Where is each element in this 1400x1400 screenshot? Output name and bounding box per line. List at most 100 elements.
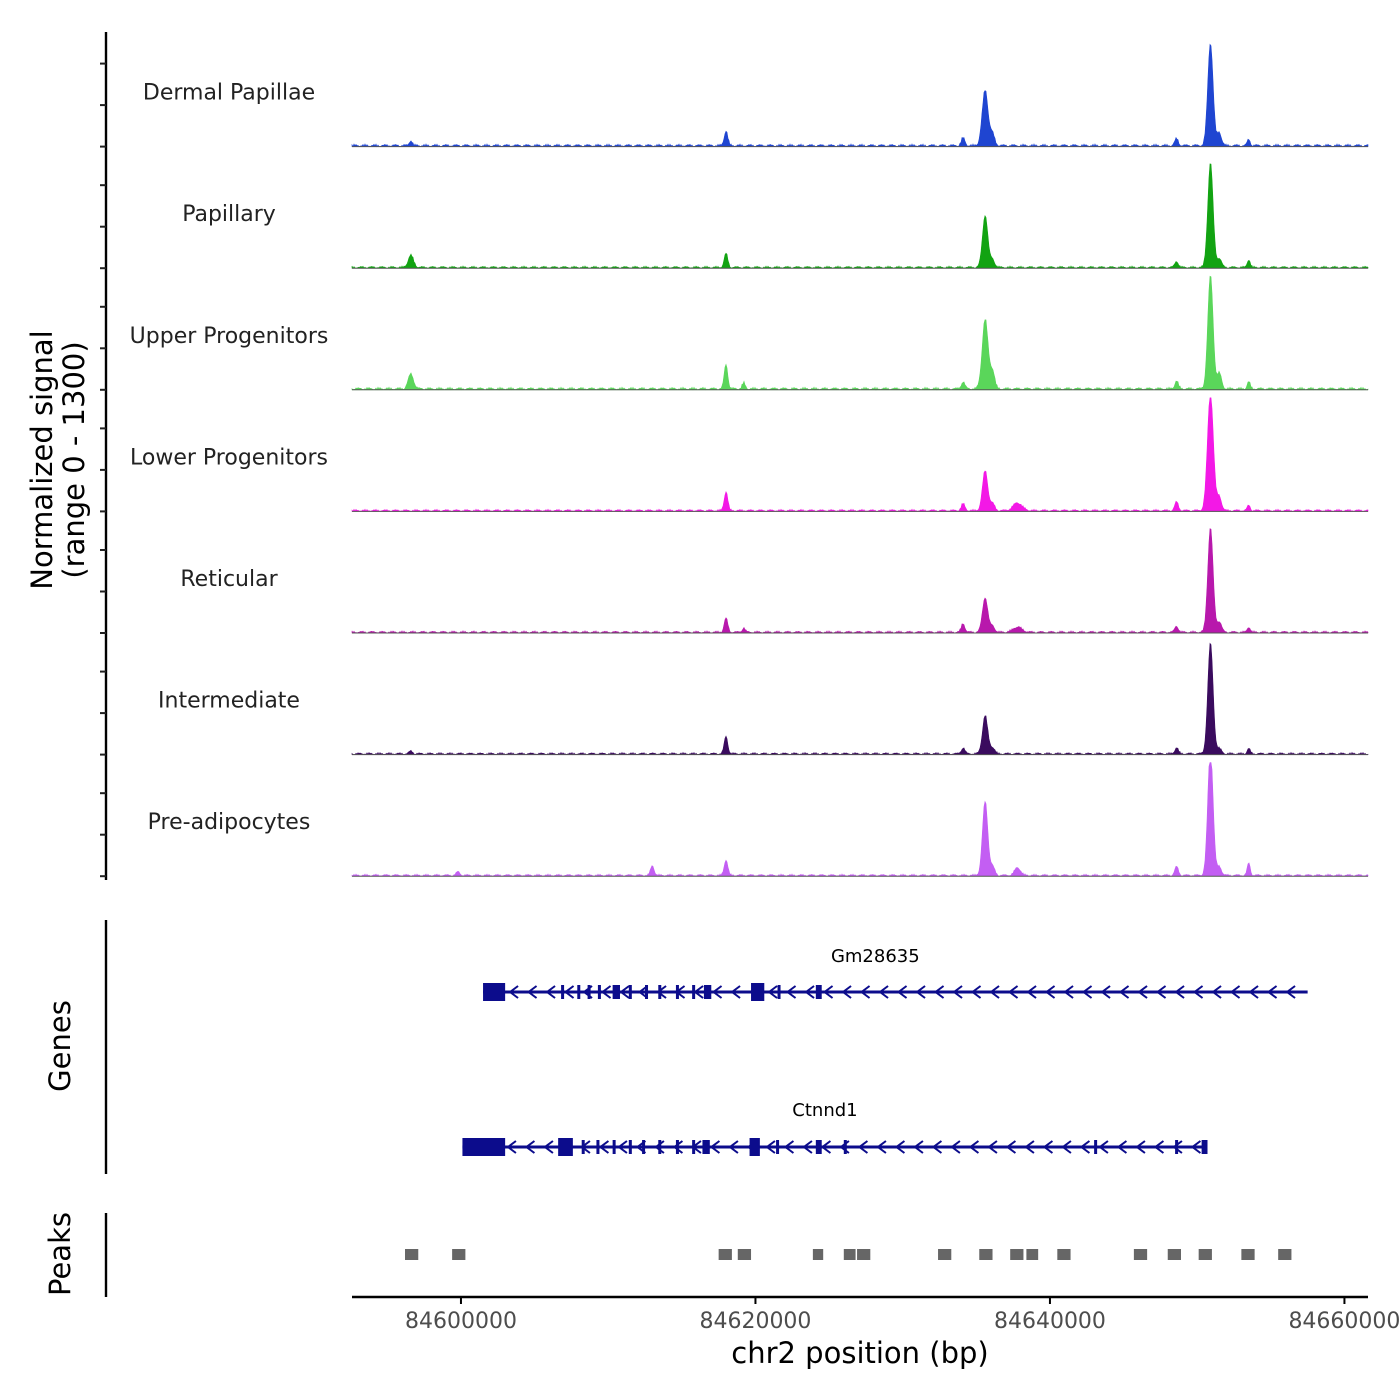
signal-area: [351, 397, 1369, 513]
strand-arrow: [1172, 1140, 1183, 1154]
gene-exon: [483, 983, 506, 1001]
strand-arrow: [1026, 985, 1037, 999]
gene-exon: [577, 985, 581, 999]
strand-arrow: [1079, 1140, 1091, 1154]
gene-exon: [776, 1140, 780, 1154]
strand-arrow: [802, 1140, 813, 1154]
strand-arrow: [857, 1140, 869, 1154]
peaks-panel-label: Peaks: [43, 1212, 77, 1296]
gene-exon: [702, 1140, 710, 1154]
strand-arrow: [1007, 985, 1019, 999]
peak-region: [1057, 1249, 1071, 1260]
signal-area: [351, 275, 1369, 391]
gene-exon: [612, 1140, 616, 1154]
track-7: Pre-adipocytes: [148, 762, 1369, 877]
signal-area: [351, 528, 1369, 634]
strand-arrow: [859, 985, 871, 999]
gene-exon: [561, 985, 565, 999]
strand-arrow: [1248, 985, 1259, 999]
peak-region: [405, 1249, 419, 1260]
strand-arrow: [1116, 1140, 1128, 1154]
peak-region: [1278, 1249, 1292, 1260]
gene-exon: [751, 983, 765, 1001]
strand-arrow: [1024, 1140, 1035, 1154]
gene-exon: [558, 1138, 573, 1156]
strand-arrow: [841, 985, 852, 999]
strand-arrow: [804, 985, 815, 999]
track-label: Reticular: [180, 567, 278, 592]
track-4: Lower Progenitors: [130, 397, 1369, 513]
strand-arrow: [1081, 985, 1093, 999]
peak-region: [452, 1249, 466, 1260]
strand-arrow: [931, 1140, 943, 1154]
x-tick-label: 84660000: [1288, 1309, 1400, 1334]
strand-arrow: [915, 985, 926, 999]
x-axis-ticks: 84600000 84620000 84640000 84660000: [405, 1297, 1400, 1334]
strand-arrow: [730, 985, 741, 999]
strand-arrow: [563, 985, 575, 999]
signal-area: [351, 163, 1369, 269]
track-3: Upper Progenitors: [130, 275, 1369, 391]
y-axis-title-line1: Normalized signal: [25, 330, 59, 589]
gene-exon: [628, 1140, 632, 1154]
signal-area: [351, 762, 1369, 877]
strand-arrow: [1005, 1140, 1017, 1154]
strand-arrow: [1098, 1140, 1109, 1154]
strand-arrow: [672, 1140, 684, 1154]
track-label: Pre-adipocytes: [148, 810, 311, 835]
peak-region: [938, 1249, 952, 1260]
strand-arrow: [617, 1140, 628, 1154]
gene-exon: [462, 1138, 506, 1156]
strand-arrow: [1137, 985, 1148, 999]
strand-arrow: [878, 985, 889, 999]
strand-arrow: [637, 985, 649, 999]
strand-arrow: [619, 985, 630, 999]
gene-exon: [642, 1140, 646, 1154]
genes-panel-label: Genes: [43, 1000, 77, 1092]
strand-arrow: [933, 985, 945, 999]
gene-gm28635: Gm28635: [483, 946, 1308, 1001]
strand-arrow: [1118, 985, 1130, 999]
gene-exon: [703, 985, 712, 999]
gene-exon: [692, 985, 696, 999]
strand-arrow: [952, 985, 963, 999]
track-5: Reticular: [180, 528, 1369, 634]
peak-region: [737, 1249, 752, 1260]
peak-region: [843, 1249, 856, 1260]
strand-arrow: [783, 1140, 795, 1154]
x-tick-label: 84640000: [994, 1309, 1106, 1334]
gene-exon: [596, 1140, 600, 1154]
strand-arrow: [1190, 1140, 1202, 1154]
gene-exon: [692, 1140, 696, 1154]
strand-arrow: [728, 1140, 739, 1154]
peak-region: [1133, 1249, 1148, 1260]
strand-arrow: [711, 985, 723, 999]
strand-arrow: [896, 985, 908, 999]
gene-ctnnd1: Ctnnd1: [462, 1100, 1208, 1156]
peak-region: [1167, 1249, 1181, 1260]
track-2: Papillary: [182, 163, 1369, 269]
strand-arrow: [526, 985, 538, 999]
gene-exon: [777, 985, 781, 999]
strand-arrow: [822, 985, 834, 999]
x-tick-label: 84600000: [405, 1309, 517, 1334]
signal-area: [351, 43, 1369, 148]
strand-arrow: [508, 985, 519, 999]
peak-region: [1010, 1249, 1024, 1260]
strand-arrow: [598, 1140, 610, 1154]
strand-arrow: [543, 1140, 554, 1154]
peak-region: [718, 1249, 732, 1260]
peak-region: [812, 1249, 824, 1260]
strand-arrow: [709, 1140, 721, 1154]
strand-arrow: [1192, 985, 1204, 999]
strand-arrow: [1229, 985, 1241, 999]
strand-arrow: [600, 985, 612, 999]
signal-area: [351, 642, 1369, 756]
x-axis-title: chr2 position (bp): [731, 1336, 988, 1370]
strand-arrow: [876, 1140, 887, 1154]
gene-exon: [815, 1140, 822, 1154]
peak-region: [1198, 1249, 1212, 1260]
gene-exon: [628, 985, 632, 999]
gene-name: Ctnnd1: [792, 1100, 857, 1121]
